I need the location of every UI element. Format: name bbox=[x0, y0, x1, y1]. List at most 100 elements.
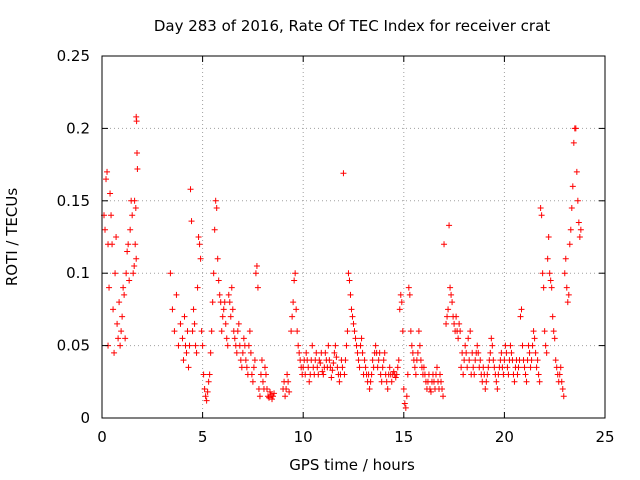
data-point bbox=[216, 291, 223, 298]
data-point bbox=[466, 357, 473, 364]
data-point bbox=[402, 404, 409, 411]
data-point bbox=[132, 241, 139, 248]
data-point bbox=[576, 234, 583, 240]
data-point bbox=[453, 313, 460, 320]
data-point bbox=[414, 349, 421, 356]
data-point bbox=[331, 349, 338, 356]
data-point bbox=[390, 368, 397, 375]
data-point bbox=[118, 328, 125, 335]
data-point bbox=[533, 364, 540, 371]
data-point bbox=[257, 371, 264, 378]
data-point bbox=[195, 234, 202, 240]
data-point bbox=[133, 118, 140, 125]
data-point bbox=[131, 197, 138, 204]
data-point bbox=[132, 205, 139, 212]
data-point bbox=[187, 186, 194, 193]
data-point bbox=[289, 313, 296, 320]
data-point bbox=[470, 364, 477, 371]
data-point bbox=[475, 349, 482, 356]
data-point bbox=[263, 386, 270, 393]
data-point bbox=[448, 291, 455, 298]
data-point bbox=[528, 357, 535, 364]
data-point bbox=[543, 349, 550, 356]
data-point bbox=[536, 378, 543, 385]
data-point bbox=[457, 328, 464, 335]
data-point bbox=[522, 371, 529, 378]
data-point bbox=[209, 299, 216, 306]
data-point bbox=[223, 335, 230, 342]
data-point bbox=[291, 277, 298, 284]
data-point bbox=[305, 364, 312, 371]
data-point bbox=[529, 342, 536, 349]
data-point bbox=[306, 378, 313, 385]
data-point bbox=[191, 320, 198, 327]
data-point bbox=[437, 371, 444, 378]
data-point bbox=[361, 357, 368, 364]
data-point bbox=[381, 349, 388, 356]
data-point bbox=[539, 270, 546, 277]
data-point bbox=[177, 320, 184, 327]
data-point bbox=[490, 357, 497, 364]
data-point bbox=[411, 364, 418, 371]
data-point bbox=[561, 270, 568, 277]
data-point bbox=[354, 349, 361, 356]
data-point bbox=[221, 299, 228, 306]
data-point bbox=[494, 386, 501, 393]
data-point bbox=[508, 349, 515, 356]
data-point bbox=[269, 396, 276, 403]
data-point bbox=[569, 183, 576, 190]
data-point bbox=[261, 364, 268, 371]
data-point bbox=[134, 165, 141, 172]
data-point bbox=[405, 284, 412, 291]
data-point bbox=[447, 284, 454, 291]
data-point bbox=[388, 378, 395, 385]
data-point bbox=[566, 241, 573, 248]
data-point bbox=[196, 241, 203, 248]
data-point bbox=[521, 364, 528, 371]
data-point bbox=[339, 364, 346, 371]
data-point bbox=[315, 371, 322, 378]
data-point bbox=[399, 328, 406, 335]
x-axis-label: GPS time / hours bbox=[289, 456, 415, 474]
data-point bbox=[393, 371, 400, 378]
data-point bbox=[204, 388, 211, 395]
data-point bbox=[567, 226, 574, 233]
data-point bbox=[207, 349, 214, 356]
data-point bbox=[243, 364, 250, 371]
data-point bbox=[286, 388, 293, 395]
data-point bbox=[358, 335, 365, 342]
data-point bbox=[550, 328, 557, 335]
data-point bbox=[493, 378, 500, 385]
data-point bbox=[198, 328, 205, 335]
data-point bbox=[446, 222, 453, 229]
data-point bbox=[283, 386, 290, 393]
data-point bbox=[559, 386, 566, 393]
data-point bbox=[233, 349, 240, 356]
data-point bbox=[505, 371, 512, 378]
data-point bbox=[562, 255, 569, 262]
data-point bbox=[228, 284, 235, 291]
data-point bbox=[499, 364, 506, 371]
data-point bbox=[375, 357, 382, 364]
data-point bbox=[325, 342, 332, 349]
data-point bbox=[538, 212, 545, 219]
data-point bbox=[313, 349, 320, 356]
data-point bbox=[342, 357, 349, 364]
data-point bbox=[284, 371, 291, 378]
data-point bbox=[282, 393, 289, 400]
data-point bbox=[472, 357, 479, 364]
data-point bbox=[558, 378, 565, 385]
data-point bbox=[380, 357, 387, 364]
data-point bbox=[270, 393, 277, 400]
data-point bbox=[507, 342, 514, 349]
data-point bbox=[122, 335, 129, 342]
data-point bbox=[552, 357, 559, 364]
data-point bbox=[367, 378, 374, 385]
data-point bbox=[271, 390, 278, 397]
data-point bbox=[465, 335, 472, 342]
data-point bbox=[208, 328, 215, 335]
data-point bbox=[292, 270, 299, 277]
data-point bbox=[519, 342, 526, 349]
data-point bbox=[545, 234, 552, 240]
data-point bbox=[498, 349, 505, 356]
